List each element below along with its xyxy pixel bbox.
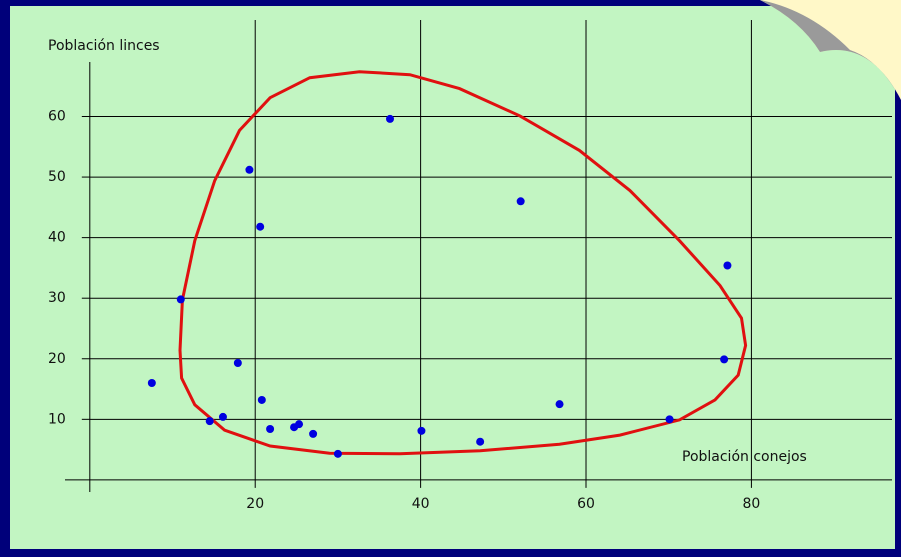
point: [206, 417, 214, 425]
point: [556, 400, 564, 408]
point: [476, 438, 484, 446]
point: [256, 223, 264, 231]
y-tick-label: 60: [48, 109, 66, 125]
point: [334, 450, 342, 458]
point: [258, 396, 266, 404]
x-tick-label: 20: [246, 496, 264, 512]
y-tick-label: 40: [48, 230, 66, 246]
x-tick-label: 40: [412, 496, 430, 512]
point: [666, 415, 674, 423]
point: [266, 425, 274, 433]
point: [720, 355, 728, 363]
y-tick-label: 30: [48, 290, 66, 306]
point: [177, 295, 185, 303]
point: [386, 115, 394, 123]
point: [417, 427, 425, 435]
x-axis-label: Población conejos: [682, 449, 807, 465]
chart: 20 40 60 80 10 20 30 40 50 60 Población linces Po…: [0, 0, 901, 557]
y-tick-label: 20: [48, 351, 66, 367]
x-tick-label: 60: [577, 496, 595, 512]
point: [219, 413, 227, 421]
y-tick-label: 10: [48, 411, 66, 427]
point: [723, 261, 731, 269]
x-tick-label: 80: [742, 496, 760, 512]
point: [234, 359, 242, 367]
point: [148, 379, 156, 387]
point: [309, 430, 317, 438]
point: [295, 420, 303, 428]
point: [245, 166, 253, 174]
y-axis-label: Población linces: [48, 38, 160, 54]
point: [517, 197, 525, 205]
y-tick-label: 50: [48, 169, 66, 185]
